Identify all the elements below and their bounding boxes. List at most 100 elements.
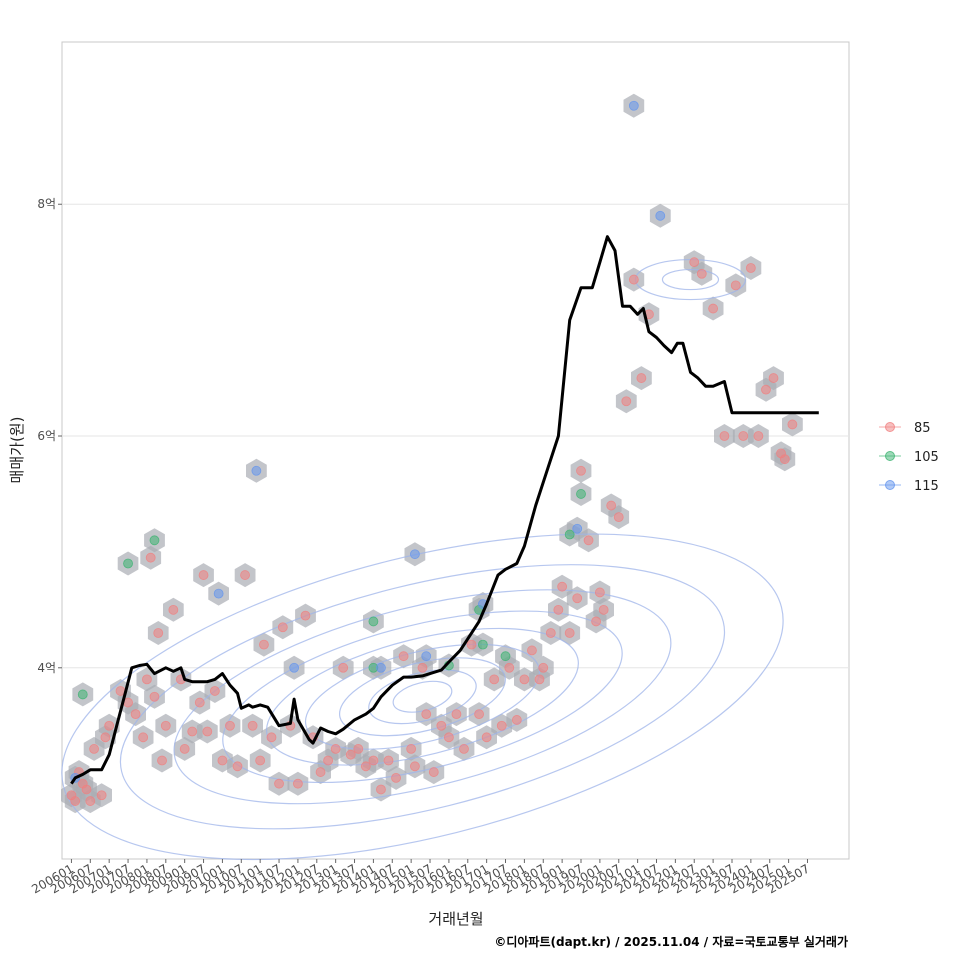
scatter-point-85 [138, 732, 149, 743]
scatter-point-85 [527, 645, 537, 656]
scatter-point-85 [406, 744, 417, 754]
scatter-point-105 [564, 529, 575, 540]
scatter-point-85 [576, 465, 586, 476]
scatter-point-85 [194, 697, 205, 708]
scatter-point-85 [202, 726, 213, 737]
scatter-point-85 [545, 628, 556, 638]
legend-label: 115 [914, 479, 939, 494]
scatter-point-85 [591, 616, 602, 627]
scatter-point-85 [383, 755, 394, 766]
scatter-point-85 [153, 628, 164, 638]
scatter-point-85 [293, 778, 303, 789]
trend-layer [70, 235, 819, 785]
scatter-point-85 [209, 686, 220, 696]
scatter-point-85 [594, 587, 605, 598]
scatter-point-105 [77, 689, 88, 700]
legend-key-point [885, 451, 895, 461]
x-axis-title: 거래년월 [428, 910, 483, 928]
scatter-point-85 [496, 720, 507, 731]
scatter-point-85 [232, 761, 243, 772]
scatter-point-105 [368, 616, 379, 627]
scatter-point-115 [572, 523, 583, 534]
scatter-point-85 [613, 512, 624, 523]
legend: 85 105 115 [879, 421, 939, 494]
density-contour [338, 657, 506, 737]
scatter-point-85 [376, 784, 386, 795]
scatter-point-85 [481, 732, 492, 743]
scatter-point-85 [628, 274, 639, 285]
scatter-point-115 [376, 662, 386, 673]
scatter-point-85 [436, 720, 447, 731]
scatter-point-85 [217, 755, 228, 766]
scatter-point-85 [564, 628, 575, 638]
scatter-point-85 [519, 674, 530, 685]
scatter-point-85 [451, 709, 462, 720]
density-contour [61, 533, 784, 861]
scatter-point-85 [157, 755, 167, 766]
scatter-point-85 [198, 570, 209, 580]
scatter-point-85 [323, 755, 334, 766]
scatter-point-85 [315, 767, 326, 777]
scatter-point-85 [81, 784, 92, 795]
density-contour [173, 589, 672, 805]
scatter-point-85 [761, 384, 771, 395]
scatter-point-115 [251, 465, 262, 476]
scatter-point-85 [779, 454, 790, 465]
scatter-point-85 [255, 755, 266, 766]
legend-label: 105 [914, 450, 939, 465]
scatter-point-85 [149, 691, 160, 702]
scatter-point-105 [149, 535, 160, 546]
caption-credit: ©디아파트(dapt.kr) / 2025.11.04 / 자료=국토교통부 실… [494, 934, 848, 949]
scatter-point-85 [345, 749, 356, 760]
legend-label: 85 [914, 421, 931, 436]
legend-key-point [885, 480, 895, 490]
scatter-point-85 [474, 709, 484, 720]
scatter-point-85 [96, 790, 107, 801]
scatter-point-85 [768, 373, 779, 383]
scatter-points [66, 100, 798, 806]
scatter-point-85 [266, 732, 277, 743]
scatter-point-85 [247, 720, 258, 731]
scatter-point-85 [636, 373, 647, 383]
scatter-point-85 [534, 674, 545, 685]
scatter-point-115 [410, 549, 420, 560]
scatter-point-85 [572, 593, 583, 604]
scatter-point-85 [598, 604, 609, 615]
scatter-point-85 [338, 662, 349, 673]
scatter-point-85 [398, 651, 409, 662]
trend-line [70, 235, 819, 785]
scatter-point-85 [621, 396, 632, 407]
y-tick-label: 8억 [37, 197, 56, 211]
scatter-point-85 [730, 280, 741, 291]
scatter-point-85 [557, 581, 568, 592]
scatter-point-85 [142, 674, 152, 685]
scatter-point-85 [459, 744, 469, 754]
scatter-point-85 [738, 431, 749, 441]
scatter-point-85 [360, 761, 371, 772]
scatter-point-85 [466, 639, 477, 650]
scatter-point-115 [628, 100, 639, 111]
scatter-point-85 [145, 552, 156, 563]
scatter-point-85 [130, 709, 141, 720]
scatter-point-85 [443, 732, 454, 743]
density-contour [661, 268, 720, 291]
scatter-point-85 [160, 720, 171, 731]
scatter-point-85 [428, 767, 439, 777]
scatter-point-85 [225, 720, 235, 731]
scatter-point-85 [259, 639, 269, 650]
scatter-point-85 [179, 744, 190, 754]
scatter-point-85 [277, 622, 288, 633]
scatter-point-85 [417, 662, 428, 673]
scatter-point-85 [606, 500, 617, 511]
scatter-point-85 [719, 431, 730, 441]
scatter-point-85 [100, 732, 111, 743]
scatter-point-85 [583, 535, 594, 546]
scatter-point-85 [708, 303, 719, 314]
scatter-point-85 [538, 662, 549, 673]
scatter-point-85 [787, 419, 798, 430]
scatter-point-85 [421, 709, 432, 720]
y-tick-label: 4억 [37, 661, 56, 675]
scatter-point-85 [274, 778, 284, 789]
scatter-point-85 [689, 257, 700, 268]
